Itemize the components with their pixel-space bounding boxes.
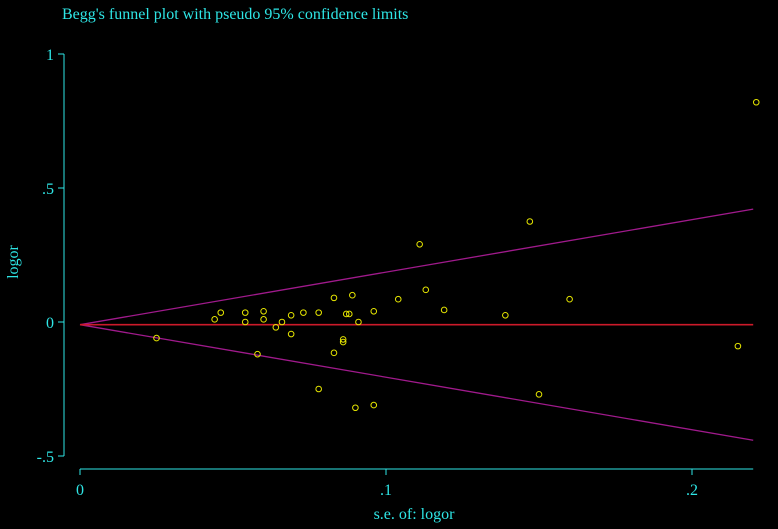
study-point — [416, 240, 423, 248]
x-tick-label: 0 — [76, 482, 84, 499]
study-point — [349, 291, 356, 299]
study-point — [330, 294, 338, 302]
study-point — [339, 336, 347, 343]
study-point — [355, 318, 362, 326]
y-tick-label: -.5 — [37, 449, 54, 466]
y-tick-label: .5 — [42, 181, 54, 198]
upper-confidence-limit — [79, 208, 754, 326]
study-point — [566, 295, 573, 303]
study-point — [241, 318, 249, 326]
lower-confidence-limit — [79, 324, 754, 441]
x-tick-label: .1 — [380, 482, 392, 499]
study-point — [287, 330, 295, 338]
x-tick-label: .2 — [686, 482, 698, 499]
x-axis-label: s.e. of: logor — [373, 506, 455, 523]
y-tick-label: 1 — [46, 47, 54, 64]
study-point — [342, 310, 350, 318]
study-point — [315, 309, 322, 316]
study-point — [260, 307, 267, 315]
study-point — [300, 309, 307, 316]
study-point — [345, 310, 353, 318]
study-point — [502, 312, 509, 319]
y-axis-label: logor — [5, 245, 22, 279]
study-point — [370, 307, 378, 315]
study-point — [352, 404, 359, 412]
study-point — [330, 349, 338, 357]
study-point — [370, 401, 378, 409]
study-point — [153, 334, 160, 342]
study-point — [217, 309, 225, 316]
study-point — [752, 98, 760, 106]
study-point — [211, 316, 218, 323]
chart-title: Begg's funnel plot with pseudo 95% confi… — [62, 6, 409, 23]
study-point — [241, 309, 249, 316]
study-point — [422, 286, 430, 294]
study-point — [526, 218, 534, 225]
study-point — [394, 295, 402, 303]
study-point — [287, 312, 295, 319]
y-tick-label: 0 — [46, 315, 54, 332]
study-point — [734, 342, 742, 350]
study-point — [535, 391, 543, 398]
study-point — [272, 324, 280, 331]
study-point — [440, 306, 448, 314]
study-point — [278, 318, 286, 326]
study-point — [260, 316, 267, 323]
study-point — [254, 350, 261, 358]
study-point — [339, 338, 347, 346]
study-point — [315, 385, 322, 393]
